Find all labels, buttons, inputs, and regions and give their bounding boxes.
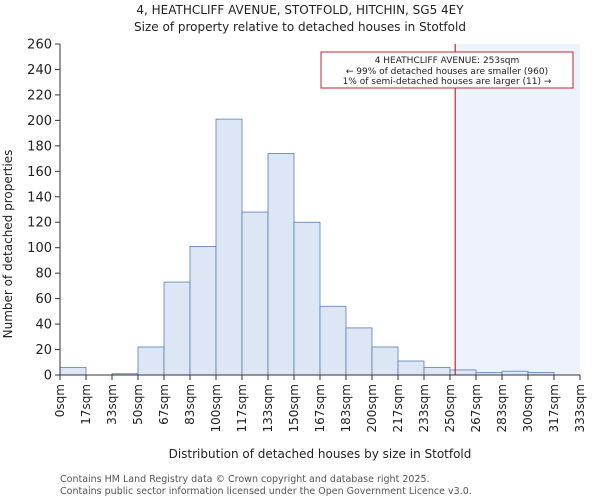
y-tick-label: 240: [27, 63, 52, 78]
y-tick-label: 60: [35, 292, 52, 307]
annotation-line-1: 4 HEATHCLIFF AVENUE: 253sqm: [375, 56, 520, 66]
y-tick-label: 200: [27, 114, 52, 129]
larger-properties-shade: [455, 44, 580, 375]
y-tick-label: 0: [44, 369, 52, 384]
bar-117sqm: [241, 211, 269, 376]
x-tick-label: 217sqm: [391, 384, 405, 432]
x-tick-label: 183sqm: [339, 384, 353, 432]
bar-0sqm: [59, 366, 87, 376]
x-tick-label: 33sqm: [105, 384, 119, 425]
bar-200sqm: [371, 346, 399, 376]
y-axis-label: Number of detached properties: [1, 150, 15, 339]
bar-100sqm: [215, 118, 243, 376]
bar-250sqm: [449, 369, 477, 376]
chart-subtitle: Size of property relative to detached ho…: [134, 20, 466, 34]
x-tick-label: 83sqm: [183, 384, 197, 425]
x-tick-label: 67sqm: [157, 384, 171, 425]
x-tick-label: 17sqm: [79, 384, 93, 425]
footer-line-2: Contains public sector information licen…: [60, 486, 472, 497]
bar-283sqm: [501, 370, 529, 376]
bar-183sqm: [345, 327, 373, 376]
annotation-box: 4 HEATHCLIFF AVENUE: 253sqm ← 99% of det…: [320, 51, 574, 89]
x-tick-label: 0sqm: [53, 384, 67, 417]
y-tick-label: 220: [27, 88, 52, 103]
x-tick-label: 267sqm: [469, 384, 483, 432]
x-tick-label: 167sqm: [313, 384, 327, 432]
y-tick-label: 160: [27, 165, 52, 180]
y-tick-label: 140: [27, 190, 52, 205]
bar-233sqm: [423, 366, 451, 376]
x-tick-label: 133sqm: [261, 384, 275, 432]
y-tick-label: 100: [27, 241, 52, 256]
x-tick-label: 200sqm: [365, 384, 379, 432]
y-tick-label: 80: [35, 267, 52, 282]
bar-150sqm: [293, 221, 321, 376]
x-tick-label: 100sqm: [209, 384, 223, 432]
x-axis-ticks: 0sqm 17sqm 33sqm 50sqm 67sqm 83sqm 100sqm 117sq…: [53, 375, 587, 432]
annotation-line-2: ← 99% of detached houses are smaller (96…: [346, 67, 548, 77]
footer-line-1: Contains HM Land Registry data © Crown c…: [60, 474, 430, 485]
histogram-bars: [59, 118, 555, 376]
bar-67sqm: [163, 281, 191, 376]
bar-50sqm: [137, 346, 165, 376]
bar-167sqm: [319, 305, 347, 376]
x-tick-label: 333sqm: [573, 384, 587, 432]
larger-region-shade: [455, 44, 580, 375]
y-tick-label: 120: [27, 216, 52, 231]
annotation-line-3: 1% of semi-detached houses are larger (1…: [343, 77, 552, 87]
x-tick-label: 50sqm: [131, 384, 145, 425]
y-tick-label: 40: [35, 318, 52, 333]
bar-217sqm: [397, 360, 425, 376]
y-tick-label: 260: [27, 38, 52, 53]
x-tick-label: 283sqm: [495, 384, 509, 432]
annotation-border: [320, 51, 574, 89]
y-tick-label: 180: [27, 139, 52, 154]
x-tick-label: 300sqm: [521, 384, 535, 432]
x-axis-label: Distribution of detached houses by size …: [169, 447, 472, 461]
bar-83sqm: [189, 246, 217, 376]
y-axis-ticks: 0 20 40 60 80 100 120 140 160 180 200 220 240 260: [27, 38, 60, 384]
x-tick-label: 317sqm: [547, 384, 561, 432]
chart-title: 4, HEATHCLIFF AVENUE, STOTFOLD, HITCHIN,…: [136, 3, 464, 17]
x-tick-label: 117sqm: [235, 384, 249, 432]
y-tick-label: 20: [35, 343, 52, 358]
x-tick-label: 233sqm: [417, 384, 431, 432]
x-tick-label: 250sqm: [443, 384, 457, 432]
x-tick-label: 150sqm: [287, 384, 301, 432]
bar-133sqm: [267, 153, 295, 376]
